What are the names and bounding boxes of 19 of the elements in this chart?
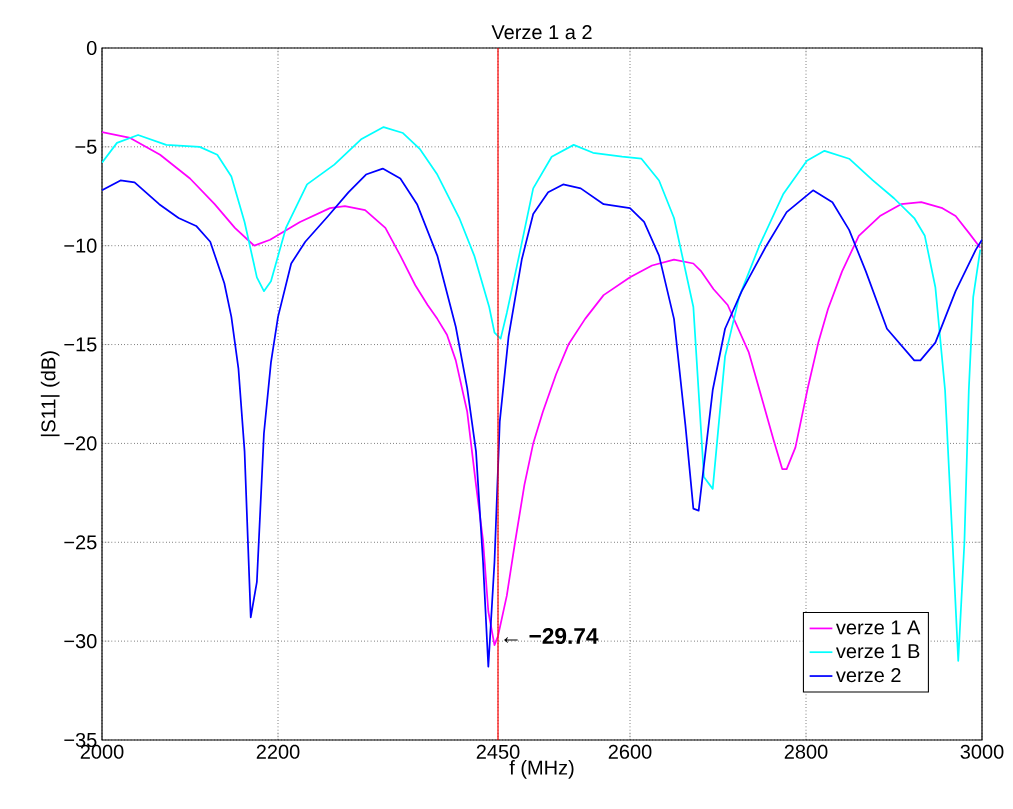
x-tick-label: 2800 — [784, 744, 828, 759]
x-tick-label: 3000 — [960, 744, 1004, 759]
legend-label: verze 1 A — [835, 620, 921, 635]
chart-title: Verze 1 a 2 — [491, 25, 592, 40]
x-tick-label: 2450 — [476, 744, 520, 759]
x-axis-title: f (MHz) — [509, 760, 574, 779]
x-tick-label: 2600 — [608, 744, 652, 759]
y-tick-label: −5 — [75, 139, 97, 154]
y-tick-label: −30 — [64, 634, 97, 649]
legend-label: verze 2 — [835, 668, 901, 683]
y-tick-label: 0 — [86, 40, 97, 56]
legend-label: verze 1 B — [835, 644, 920, 659]
annotation: ← −29.74 — [504, 627, 599, 645]
y-tick-label: −10 — [64, 238, 97, 253]
x-tick-label: 2200 — [256, 744, 300, 759]
y-tick-label: −15 — [64, 337, 97, 352]
y-axis-title: |S11| (dB) — [40, 351, 60, 437]
y-tick-label: −20 — [64, 436, 97, 451]
y-tick-label: −25 — [64, 535, 97, 550]
